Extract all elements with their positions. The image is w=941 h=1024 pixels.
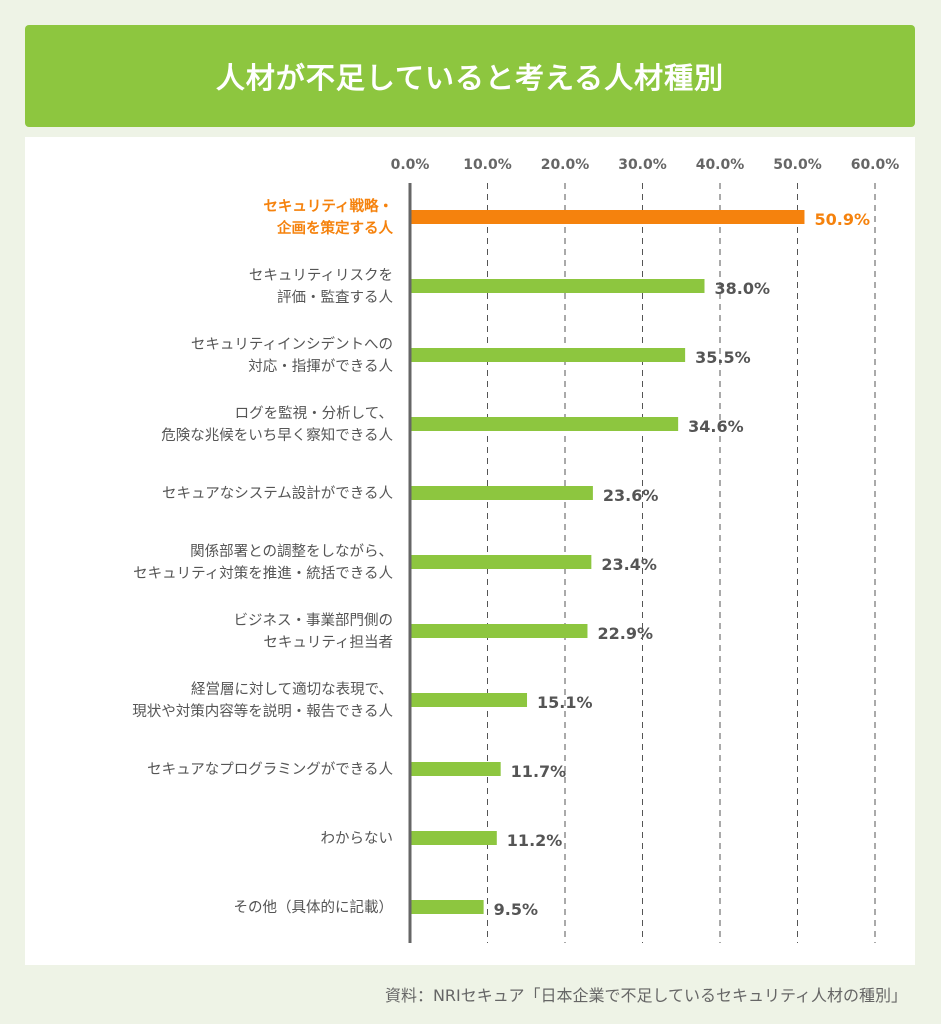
category-label: 関係部署との調整をしながら、セキュリティ対策を推進・統括できる人 [133, 543, 393, 582]
data-label: 50.9% [814, 210, 870, 229]
category-label-line: 企画を策定する人 [276, 219, 393, 237]
category-label: 経営層に対して適切な表現で、現状や対策内容等を説明・報告できる人 [132, 680, 393, 720]
category-label-line: 危険な兆候をいち早く察知できる人 [161, 426, 393, 444]
bar [410, 831, 497, 845]
data-label: 22.9% [597, 624, 653, 643]
category-label-line: セキュアなプログラミングができる人 [147, 761, 393, 778]
bar [410, 900, 484, 914]
data-label: 23.6% [603, 486, 659, 505]
category-label-line: 対応・指揮ができる人 [248, 358, 393, 375]
category-label: セキュリティ戦略・企画を策定する人 [263, 197, 393, 237]
tick-label: 0.0% [391, 157, 430, 173]
data-label: 38.0% [715, 279, 771, 298]
category-label: わからない [321, 830, 394, 847]
tick-label: 10.0% [463, 157, 512, 173]
tick-label: 30.0% [618, 157, 667, 173]
data-label: 15.1% [537, 693, 593, 712]
source-note: 資料：NRIセキュア「日本企業で不足しているセキュリティ人材の種別」 [384, 986, 907, 1005]
category-label-line: 評価・監査する人 [277, 289, 393, 306]
category-label-line: セキュリティ戦略・ [263, 197, 393, 215]
category-label: ビジネス・事業部門側のセキュリティ担当者 [234, 612, 394, 651]
category-label: セキュアなプログラミングができる人 [147, 761, 393, 778]
data-label: 11.2% [507, 831, 563, 850]
category-label: セキュリティリスクを評価・監査する人 [249, 267, 393, 306]
category-label-line: ログを監視・分析して、 [235, 405, 393, 422]
category-label-line: 経営層に対して適切な表現で、 [191, 680, 393, 698]
data-label: 35.5% [695, 348, 751, 367]
bar [410, 210, 805, 224]
bar [410, 624, 588, 638]
page-title: 人材が不足していると考える人材種別 [215, 61, 725, 95]
tick-label: 50.0% [773, 157, 822, 173]
chart-panel: 0.0% 10.0% 20.0% 30.0% 40.0% 50.0% 60.0% 50.9% セ… [25, 137, 915, 965]
bar [410, 417, 679, 431]
tick-label: 40.0% [696, 157, 745, 173]
bar [410, 693, 528, 707]
title-banner: 人材が不足していると考える人材種別 [25, 25, 915, 127]
category-label: セキュアなシステム設計ができる人 [162, 485, 393, 502]
category-label-line: セキュリティリスクを [249, 267, 393, 284]
category-label-line: セキュリティインシデントへの [191, 335, 393, 353]
category-label: セキュリティインシデントへの対応・指揮ができる人 [191, 335, 393, 375]
data-label: 11.7% [511, 762, 567, 781]
bar [410, 486, 593, 500]
category-label-line: セキュリティ対策を推進・統括できる人 [133, 565, 393, 582]
bar [410, 555, 592, 569]
data-label: 34.6% [688, 417, 744, 436]
category-label-line: その他（具体的に記載） [234, 899, 394, 916]
category-label-line: 現状や対策内容等を説明・報告できる人 [132, 702, 393, 720]
bar [410, 762, 501, 776]
category-label-line: 関係部署との調整をしながら、 [190, 543, 393, 560]
data-label: 23.4% [601, 555, 657, 574]
category-label-line: ビジネス・事業部門側の [234, 612, 394, 629]
category-label-line: わからない [321, 830, 394, 847]
bar [410, 348, 686, 362]
data-label: 9.5% [494, 900, 538, 919]
category-label: ログを監視・分析して、危険な兆候をいち早く察知できる人 [161, 405, 393, 444]
category-label-line: セキュアなシステム設計ができる人 [162, 485, 393, 502]
tick-label: 60.0% [851, 157, 900, 173]
tick-label: 20.0% [541, 157, 590, 173]
category-label-line: セキュリティ担当者 [263, 634, 393, 651]
bar-chart: 0.0% 10.0% 20.0% 30.0% 40.0% 50.0% 60.0% 50.9% セ… [132, 157, 900, 943]
category-label: その他（具体的に記載） [234, 899, 394, 916]
bar [410, 279, 705, 293]
